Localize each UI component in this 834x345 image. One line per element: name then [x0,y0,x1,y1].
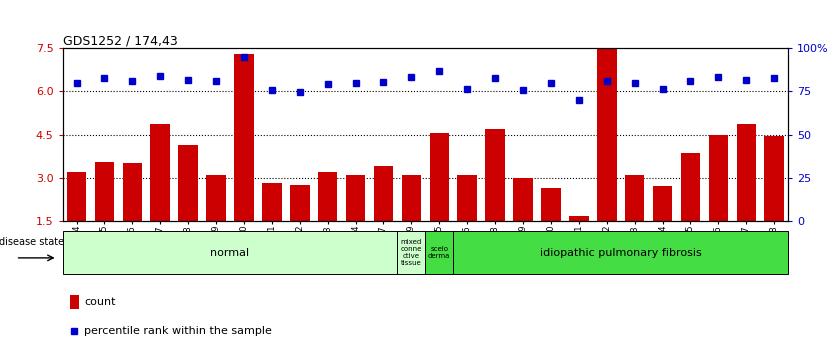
Bar [425,231,453,274]
Bar [569,217,589,221]
Text: idiopathic pulmonary fibrosis: idiopathic pulmonary fibrosis [540,248,701,258]
Bar [123,163,142,221]
Bar [513,178,533,221]
Bar [94,162,114,221]
Bar [290,185,309,221]
Text: mixed
conne
ctive
tissue: mixed conne ctive tissue [400,239,422,266]
Bar [625,175,645,221]
Text: count: count [84,297,116,307]
Bar [430,133,449,221]
Bar [736,125,756,221]
Bar [206,175,226,221]
Bar [262,184,282,221]
Bar [346,175,365,221]
Text: normal: normal [210,248,249,258]
Bar [398,231,425,274]
Text: percentile rank within the sample: percentile rank within the sample [84,326,272,336]
Bar [402,175,421,221]
Text: disease state: disease state [0,237,64,247]
Bar [541,188,560,221]
Bar [70,295,78,309]
Bar [485,129,505,221]
Bar [67,172,86,221]
Bar [318,172,338,221]
Bar [63,231,398,274]
Bar [453,231,788,274]
Bar [653,186,672,221]
Text: scelo
derma: scelo derma [428,246,450,259]
Bar [457,175,477,221]
Bar [709,135,728,221]
Bar [234,54,254,221]
Bar [150,125,170,221]
Bar [178,145,198,221]
Bar [597,48,616,221]
Bar [765,136,784,221]
Bar [374,166,394,221]
Text: GDS1252 / 174,43: GDS1252 / 174,43 [63,34,178,47]
Bar [681,153,701,221]
